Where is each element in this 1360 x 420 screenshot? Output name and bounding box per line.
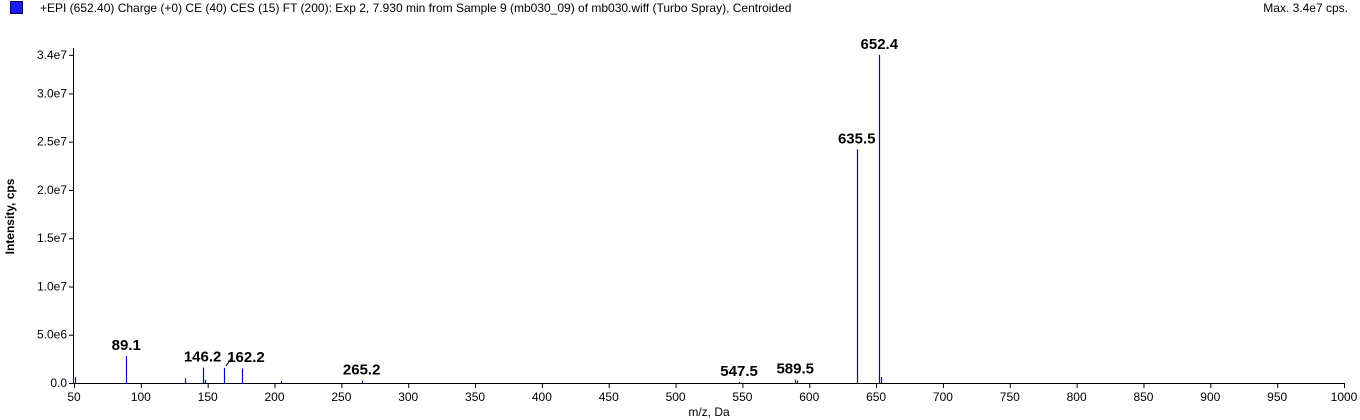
- x-tick-label: 600: [799, 390, 819, 404]
- x-tick-label: 900: [1200, 390, 1220, 404]
- x-tick-label: 700: [933, 390, 953, 404]
- y-tick-label: 5.0e6: [37, 328, 67, 342]
- series-legend-swatch: [10, 1, 23, 14]
- x-tick-label: 200: [265, 390, 285, 404]
- peak-label: 652.4: [861, 36, 899, 53]
- x-ticks: 50 100 150 200 250 300 350 400 450 500 550 600 650 70…: [67, 383, 1358, 404]
- axes: [73, 48, 1345, 384]
- x-tick-label: 650: [866, 390, 886, 404]
- peak-label: 265.2: [343, 362, 381, 379]
- peak-series: [74, 54, 883, 383]
- x-tick-label: 50: [67, 390, 81, 404]
- y-tick-label: 3.0e7: [37, 86, 67, 100]
- x-tick-label: 300: [398, 390, 418, 404]
- peak-label-leader: [225, 356, 233, 367]
- y-tick-label: 1.5e7: [37, 231, 67, 245]
- x-tick-label: 1000: [1331, 390, 1358, 404]
- y-axis-title: Intensity, cps: [3, 178, 17, 254]
- x-tick-label: 950: [1267, 390, 1287, 404]
- x-tick-label: 500: [666, 390, 686, 404]
- y-tick-label: 2.0e7: [37, 183, 67, 197]
- peak-label: 162.2: [227, 349, 265, 366]
- peak-label: 89.1: [112, 337, 141, 354]
- y-tick-label: 2.5e7: [37, 135, 67, 149]
- x-tick-label: 800: [1067, 390, 1087, 404]
- peak-label: 146.2: [184, 349, 222, 366]
- peak-label: 589.5: [776, 361, 814, 378]
- peak-label: 635.5: [838, 130, 876, 147]
- spectrum-title: +EPI (652.40) Charge (+0) CE (40) CES (1…: [40, 1, 792, 15]
- y-tick-label: 1.0e7: [37, 279, 67, 293]
- y-tick-label: 3.4e7: [37, 48, 67, 62]
- x-tick-label: 350: [465, 390, 485, 404]
- max-intensity-label: Max. 3.4e7 cps.: [1263, 1, 1348, 15]
- y-ticks: 0.0 5.0e6 1.0e7 1.5e7 2.0e7 2.5e7 3.0e7 3.4e7: [37, 48, 74, 390]
- x-tick-label: 400: [532, 390, 552, 404]
- x-tick-label: 750: [1000, 390, 1020, 404]
- x-tick-label: 250: [331, 390, 351, 404]
- x-tick-label: 150: [198, 390, 218, 404]
- x-tick-label: 550: [732, 390, 752, 404]
- peak-label: 547.5: [720, 363, 758, 380]
- peak-annotations: 89.1 146.2 162.2 265.2 547.5 589.5 635.5 652.4: [112, 36, 899, 380]
- x-tick-label: 100: [131, 390, 151, 404]
- x-axis-title: m/z, Da: [688, 405, 730, 419]
- x-tick-label: 850: [1133, 390, 1153, 404]
- y-tick-label: 0.0: [50, 376, 67, 390]
- x-tick-label: 450: [599, 390, 619, 404]
